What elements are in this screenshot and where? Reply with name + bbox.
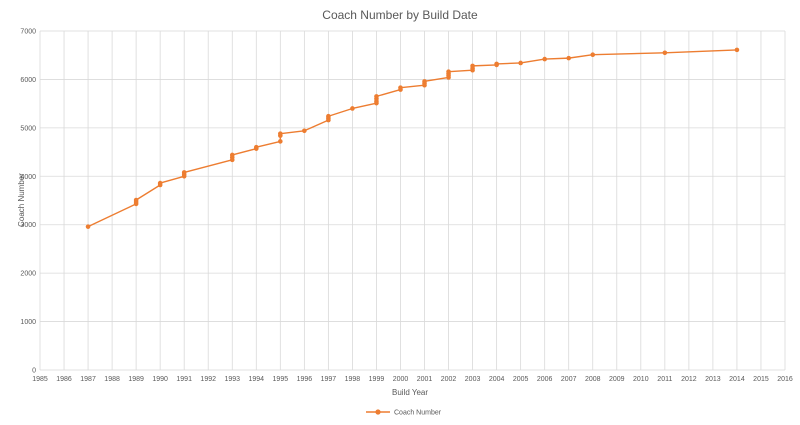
x-tick-label: 1988 (104, 376, 120, 383)
chart-title: Coach Number by Build Date (322, 8, 478, 22)
x-tick-label: 2008 (585, 376, 601, 383)
y-tick-label: 4000 (20, 174, 36, 181)
data-point (590, 52, 596, 58)
data-point (542, 56, 547, 62)
x-tick-label: 1989 (128, 376, 144, 383)
x-tick-label: 2015 (753, 376, 769, 383)
y-tick-label: 5000 (20, 125, 36, 132)
data-point (133, 197, 139, 203)
data-point (374, 94, 379, 99)
data-point (470, 63, 475, 69)
x-tick-label: 2002 (441, 376, 457, 383)
data-point (181, 170, 187, 175)
x-tick-label: 2009 (609, 376, 625, 383)
data-point (157, 180, 163, 186)
x-tick-label: 1992 (200, 376, 216, 383)
x-tick-label: 2003 (465, 376, 481, 383)
x-tick-label: 2013 (705, 376, 721, 383)
y-tick-label: 2000 (20, 271, 36, 278)
y-tick-label: 1000 (20, 319, 36, 326)
x-tick-label: 1996 (297, 376, 313, 383)
y-tick-label: 7000 (20, 29, 36, 36)
x-tick-label: 2001 (417, 376, 433, 383)
data-point (350, 106, 355, 111)
data-point (229, 152, 235, 158)
data-point (278, 131, 283, 136)
y-tick-label: 3000 (20, 222, 36, 229)
x-tick-label: 1997 (321, 376, 337, 383)
y-axis-ticks: 0 1000 2000 3000 4000 5000 6000 7000 (20, 29, 36, 375)
x-tick-label: 2006 (537, 376, 553, 383)
data-point (662, 50, 668, 56)
x-tick-label: 1990 (152, 376, 168, 383)
x-tick-label: 2014 (729, 376, 745, 383)
data-point (253, 144, 259, 150)
x-tick-label: 1994 (249, 376, 265, 383)
data-point (278, 139, 283, 144)
x-tick-label: 2005 (513, 376, 529, 383)
legend: Coach Number (366, 409, 442, 417)
data-point (398, 85, 403, 90)
y-axis-title: Coach Number (17, 173, 26, 227)
data-point (566, 55, 572, 61)
data-point (422, 79, 427, 84)
y-tick-label: 0 (32, 368, 36, 375)
x-tick-label: 2012 (681, 376, 697, 383)
data-point (446, 69, 451, 74)
data-point (494, 61, 499, 67)
x-tick-label: 1987 (80, 376, 96, 383)
data-point (734, 47, 740, 53)
x-tick-label: 1999 (369, 376, 385, 383)
x-tick-label: 2000 (393, 376, 409, 383)
legend-marker (375, 409, 381, 415)
y-tick-label: 6000 (20, 77, 36, 84)
data-point (302, 128, 307, 134)
x-tick-label: 1991 (176, 376, 192, 383)
x-tick-label: 2007 (561, 376, 577, 383)
x-axis-ticks: 1985 1986 1987 1988 1989 1990 1991 1992 1993 1994… (32, 376, 793, 383)
x-tick-label: 1993 (224, 376, 240, 383)
data-point (85, 224, 91, 229)
x-tick-label: 1985 (32, 376, 48, 383)
gridlines (39, 30, 786, 371)
x-tick-label: 2004 (489, 376, 505, 383)
x-tick-label: 1998 (345, 376, 361, 383)
x-tick-label: 2016 (777, 376, 793, 383)
x-tick-label: 2010 (633, 376, 649, 383)
x-axis-title: Build Year (392, 388, 428, 397)
legend-label: Coach Number (394, 410, 442, 417)
x-tick-label: 1995 (273, 376, 289, 383)
series-line (87, 49, 737, 228)
x-tick-label: 1986 (56, 376, 72, 383)
series-coach-number (85, 47, 740, 229)
data-point (326, 113, 331, 119)
data-point (518, 60, 523, 66)
x-tick-label: 2011 (657, 376, 672, 383)
